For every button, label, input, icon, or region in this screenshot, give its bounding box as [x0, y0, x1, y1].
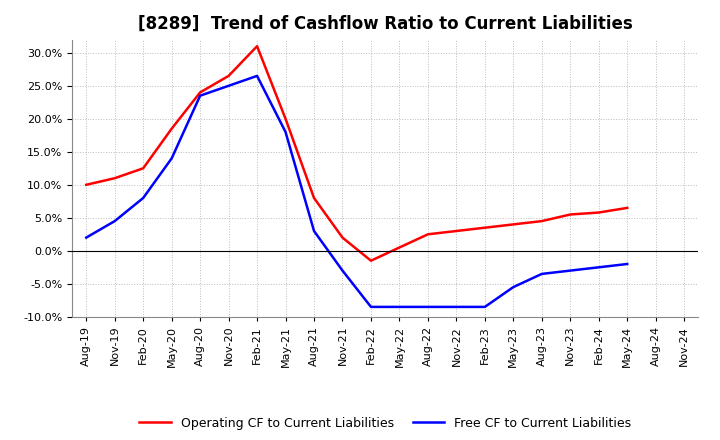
Free CF to Current Liabilities — [566, 268, 575, 273]
Operating CF to Current Liabilities — [82, 182, 91, 187]
Operating CF to Current Liabilities — [253, 44, 261, 49]
Free CF to Current Liabilities — [253, 73, 261, 78]
Operating CF to Current Liabilities — [366, 258, 375, 263]
Free CF to Current Liabilities — [595, 264, 603, 270]
Free CF to Current Liabilities — [110, 218, 119, 224]
Free CF to Current Liabilities — [423, 304, 432, 309]
Line: Operating CF to Current Liabilities: Operating CF to Current Liabilities — [86, 46, 627, 260]
Free CF to Current Liabilities — [480, 304, 489, 309]
Operating CF to Current Liabilities — [225, 73, 233, 78]
Operating CF to Current Liabilities — [196, 90, 204, 95]
Operating CF to Current Liabilities — [423, 231, 432, 237]
Line: Free CF to Current Liabilities: Free CF to Current Liabilities — [86, 76, 627, 307]
Free CF to Current Liabilities — [310, 228, 318, 234]
Legend: Operating CF to Current Liabilities, Free CF to Current Liabilities: Operating CF to Current Liabilities, Fre… — [135, 412, 636, 435]
Operating CF to Current Liabilities — [310, 195, 318, 201]
Free CF to Current Liabilities — [225, 83, 233, 88]
Operating CF to Current Liabilities — [139, 165, 148, 171]
Free CF to Current Liabilities — [282, 129, 290, 135]
Title: [8289]  Trend of Cashflow Ratio to Current Liabilities: [8289] Trend of Cashflow Ratio to Curren… — [138, 15, 633, 33]
Free CF to Current Liabilities — [623, 261, 631, 267]
Operating CF to Current Liabilities — [282, 116, 290, 121]
Operating CF to Current Liabilities — [509, 222, 518, 227]
Operating CF to Current Liabilities — [623, 205, 631, 210]
Operating CF to Current Liabilities — [110, 176, 119, 181]
Operating CF to Current Liabilities — [537, 218, 546, 224]
Free CF to Current Liabilities — [82, 235, 91, 240]
Operating CF to Current Liabilities — [566, 212, 575, 217]
Operating CF to Current Liabilities — [395, 245, 404, 250]
Free CF to Current Liabilities — [537, 271, 546, 276]
Free CF to Current Liabilities — [509, 284, 518, 290]
Free CF to Current Liabilities — [366, 304, 375, 309]
Free CF to Current Liabilities — [452, 304, 461, 309]
Operating CF to Current Liabilities — [338, 235, 347, 240]
Free CF to Current Liabilities — [395, 304, 404, 309]
Free CF to Current Liabilities — [338, 268, 347, 273]
Operating CF to Current Liabilities — [452, 228, 461, 234]
Operating CF to Current Liabilities — [480, 225, 489, 231]
Free CF to Current Liabilities — [139, 195, 148, 201]
Operating CF to Current Liabilities — [595, 210, 603, 215]
Operating CF to Current Liabilities — [167, 126, 176, 131]
Free CF to Current Liabilities — [196, 93, 204, 98]
Free CF to Current Liabilities — [167, 156, 176, 161]
